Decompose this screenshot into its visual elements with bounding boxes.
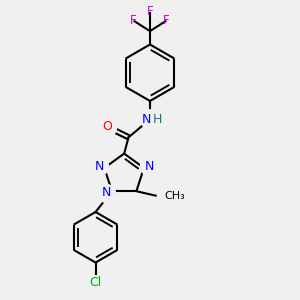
Text: F: F bbox=[147, 5, 153, 18]
Text: H: H bbox=[153, 113, 162, 126]
Text: O: O bbox=[102, 120, 112, 133]
Text: N: N bbox=[94, 160, 104, 173]
Text: N: N bbox=[142, 113, 151, 126]
Text: N: N bbox=[145, 160, 154, 173]
Text: F: F bbox=[130, 14, 137, 27]
Text: F: F bbox=[163, 14, 170, 27]
Text: Cl: Cl bbox=[89, 276, 102, 289]
Text: CH₃: CH₃ bbox=[165, 191, 185, 201]
Text: N: N bbox=[101, 186, 111, 199]
